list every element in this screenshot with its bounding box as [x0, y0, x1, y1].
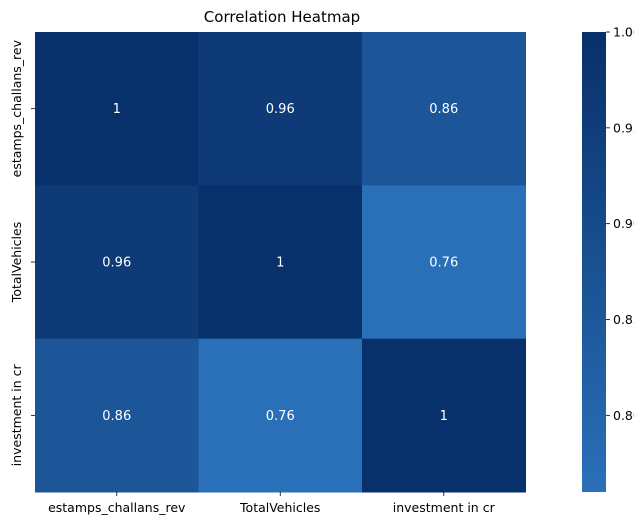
cell-annotation: 0.86 [102, 409, 131, 424]
x-tick-label: estamps_challans_rev [48, 500, 186, 515]
heatmap-cell [362, 185, 526, 340]
heatmap-cell [362, 32, 526, 186]
colorbar-tick-label: 0.90 [613, 216, 634, 231]
cell-annotation: 0.76 [429, 255, 458, 270]
chart-title: Correlation Heatmap [204, 8, 360, 26]
cell-annotation: 1 [113, 102, 121, 117]
x-tick-label: TotalVehicles [239, 500, 320, 515]
heatmap-cell [198, 185, 363, 340]
heatmap-cell [35, 32, 199, 186]
y-tick-label: TotalVehicles [9, 222, 24, 303]
y-tick-label: investment in cr [9, 363, 24, 466]
heatmap-cell [198, 32, 363, 186]
heatmap-cell [35, 185, 199, 340]
colorbar-tick-label: 0.95 [613, 120, 634, 135]
cell-annotation: 1 [440, 409, 448, 424]
x-tick-label: investment in cr [393, 500, 496, 515]
heatmap-cell [198, 338, 363, 493]
cell-annotation: 0.86 [429, 102, 458, 117]
cell-annotation: 1 [276, 255, 284, 270]
cell-annotation: 0.96 [102, 255, 131, 270]
colorbar [582, 32, 606, 492]
heatmap-cell [362, 338, 526, 493]
cell-annotation: 0.96 [266, 102, 295, 117]
y-tick-label: estamps_challans_rev [9, 39, 24, 177]
cell-annotation: 0.76 [266, 409, 295, 424]
colorbar-tick-label: 0.80 [613, 408, 634, 423]
colorbar-tick-label: 1.00 [613, 25, 634, 40]
heatmap-cell [35, 338, 199, 493]
colorbar-tick-label: 0.85 [613, 312, 634, 327]
